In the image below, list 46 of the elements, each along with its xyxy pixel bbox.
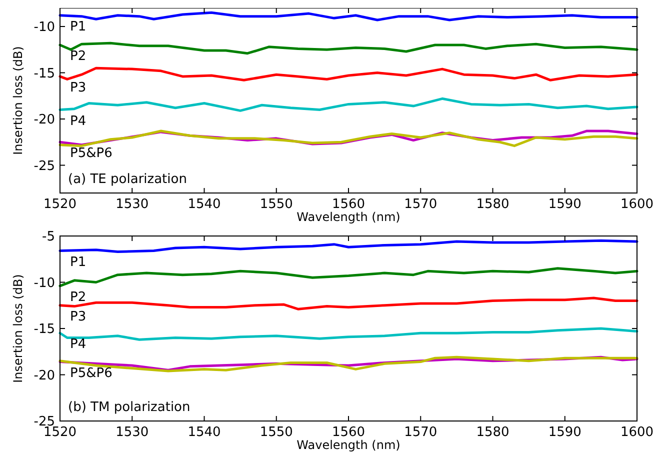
line-series <box>58 267 638 288</box>
x-tick-label: 1550 <box>260 425 293 440</box>
annotation: P2 <box>70 49 86 64</box>
x-tick-label: 1600 <box>620 197 654 212</box>
x-tick-label: 1570 <box>404 425 438 440</box>
x-tick-label: 1530 <box>116 197 149 212</box>
y-tick-label: -5 <box>42 230 55 245</box>
x-tick-label: 1560 <box>332 197 366 212</box>
y-axis-title: Insertion loss (dB) <box>11 274 25 383</box>
annotation: P2 <box>70 290 86 305</box>
x-tick-label: 1600 <box>620 425 654 440</box>
x-axis-title: Wavelength (nm) <box>296 210 400 224</box>
x-tick-label: 1560 <box>332 425 366 440</box>
annotation: P1 <box>70 254 86 270</box>
x-tick-label: 1590 <box>548 425 582 440</box>
y-tick-label: -10 <box>34 276 55 291</box>
x-tick-label: 1550 <box>260 197 293 212</box>
annotation: P4 <box>70 337 86 352</box>
y-tick-label: -20 <box>34 112 55 128</box>
x-axis-title: Wavelength (nm) <box>296 438 400 452</box>
x-tick-label: 1540 <box>188 425 221 440</box>
annotation: P3 <box>70 309 86 324</box>
annotation: P5&P6 <box>70 146 112 162</box>
annotation: P3 <box>70 80 86 96</box>
line-series <box>58 11 638 22</box>
annotation: P1 <box>70 19 86 34</box>
x-tick-label: 1570 <box>404 197 438 212</box>
x-tick-label: 1580 <box>476 197 510 212</box>
annotation: (a) TE polarization <box>68 172 187 187</box>
line-series <box>58 97 638 112</box>
annotation: (b) TM polarization <box>68 400 190 415</box>
y-tick-label: -10 <box>34 20 55 36</box>
y-axis-title: Insertion loss (dB) <box>11 46 25 155</box>
x-tick-label: 1580 <box>476 425 510 440</box>
y-tick-label: -15 <box>34 322 55 338</box>
x-tick-label: 1540 <box>188 197 221 212</box>
x-tick-label: 1520 <box>43 197 77 212</box>
line-series <box>58 66 638 82</box>
y-tick-label: -20 <box>34 368 55 384</box>
x-tick-label: 1530 <box>116 425 149 440</box>
annotation: P5&P6 <box>70 366 112 381</box>
x-tick-label: 1590 <box>548 197 582 212</box>
y-tick-label: -15 <box>34 66 55 82</box>
annotation: P4 <box>70 114 86 129</box>
y-tick-label: -25 <box>34 158 55 174</box>
line-series <box>58 239 638 253</box>
